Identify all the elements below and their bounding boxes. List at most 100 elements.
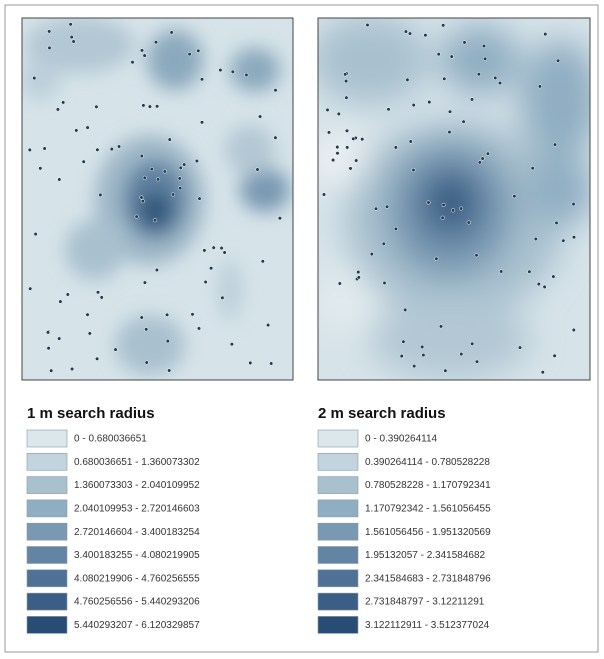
sample-point — [335, 151, 340, 156]
sample-point — [85, 125, 90, 130]
sample-point — [426, 200, 431, 205]
sample-point — [273, 135, 278, 140]
legend-label: 2.040109953 - 2.720146603 — [74, 504, 200, 515]
sample-point — [55, 107, 60, 112]
sample-point — [87, 331, 92, 336]
legend-label: 2.341584683 - 2.731848796 — [365, 573, 491, 584]
sample-point — [447, 130, 452, 135]
sample-point — [248, 360, 253, 365]
sample-point — [326, 130, 332, 135]
legend-label: 2.720146604 - 3.400183254 — [74, 527, 200, 538]
sample-point — [142, 175, 147, 180]
sample-point — [266, 323, 271, 328]
sample-point — [218, 68, 223, 73]
legend-title: 2 m search radius — [318, 405, 446, 422]
sample-point — [536, 282, 541, 287]
sample-point — [571, 327, 576, 333]
sample-point — [459, 206, 464, 211]
sample-point — [480, 156, 485, 161]
sample-point — [152, 218, 158, 223]
sample-point — [273, 88, 278, 93]
sample-point — [571, 235, 577, 240]
sample-point — [71, 39, 76, 44]
map-border — [317, 17, 591, 381]
sample-point — [194, 158, 199, 164]
sample-point — [466, 220, 471, 225]
sample-point — [95, 290, 101, 295]
sample-point — [420, 344, 425, 349]
sample-point — [117, 144, 122, 149]
sample-point — [229, 342, 234, 347]
sample-point — [113, 347, 118, 352]
legend-swatch — [317, 476, 359, 494]
legend-swatch — [26, 569, 68, 588]
legend-swatch — [317, 429, 359, 448]
sample-point — [344, 95, 349, 100]
sample-point — [365, 22, 370, 28]
sample-point — [412, 364, 417, 369]
sample-point — [68, 22, 73, 27]
sample-point — [149, 167, 154, 172]
sample-point — [28, 286, 33, 291]
sample-point — [411, 167, 416, 173]
map-border — [21, 17, 294, 381]
legend-swatch — [26, 476, 68, 494]
sample-point — [442, 76, 447, 81]
sample-point — [427, 100, 432, 105]
legend-swatch — [26, 522, 68, 541]
legend-label: 2.731848797 - 3.12211291 — [365, 597, 485, 608]
legend-swatch — [317, 546, 359, 564]
sample-point — [542, 284, 547, 289]
sample-point — [321, 192, 327, 197]
sample-point — [165, 339, 170, 344]
sample-point — [57, 336, 62, 341]
sample-point — [167, 368, 172, 373]
sample-point — [165, 312, 170, 317]
sample-point — [483, 56, 488, 61]
sample-point — [65, 292, 70, 297]
sample-point — [211, 245, 216, 250]
sample-point — [343, 72, 348, 77]
sample-point — [177, 176, 182, 181]
sample-point — [421, 353, 426, 358]
sample-point — [147, 104, 152, 109]
sample-point — [203, 279, 208, 285]
sample-point — [533, 236, 538, 242]
sample-point — [109, 147, 114, 152]
sample-point — [190, 312, 195, 317]
sample-point — [552, 353, 557, 358]
sample-point — [94, 104, 99, 109]
sample-point — [95, 356, 100, 361]
sample-point — [33, 232, 38, 237]
sample-point — [345, 145, 350, 150]
sample-point — [139, 315, 144, 320]
sample-point — [459, 352, 464, 357]
sample-point — [178, 186, 183, 191]
sample-point — [360, 137, 365, 142]
legend-label: 4.760256556 - 5.440293206 — [74, 597, 200, 608]
sample-point — [156, 177, 161, 182]
sample-point — [142, 280, 147, 285]
sample-point — [477, 160, 482, 165]
sample-point — [162, 169, 167, 174]
sample-point — [155, 104, 160, 109]
legend-swatch — [26, 592, 68, 611]
sample-point — [530, 166, 535, 171]
sample-point — [140, 199, 145, 204]
map-1m — [22, 18, 293, 380]
legend-swatch — [26, 499, 68, 518]
sample-point — [451, 208, 456, 213]
sample-point — [45, 330, 51, 335]
legend-label: 3.400183255 - 4.080219905 — [74, 550, 200, 561]
sample-point — [441, 202, 446, 207]
sample-point — [385, 204, 390, 209]
sample-point — [99, 295, 104, 300]
sample-point — [356, 270, 361, 275]
sample-point — [476, 72, 481, 77]
sample-point — [369, 252, 374, 257]
sample-point — [552, 142, 558, 147]
sample-point — [85, 312, 90, 317]
sample-point — [134, 214, 139, 219]
